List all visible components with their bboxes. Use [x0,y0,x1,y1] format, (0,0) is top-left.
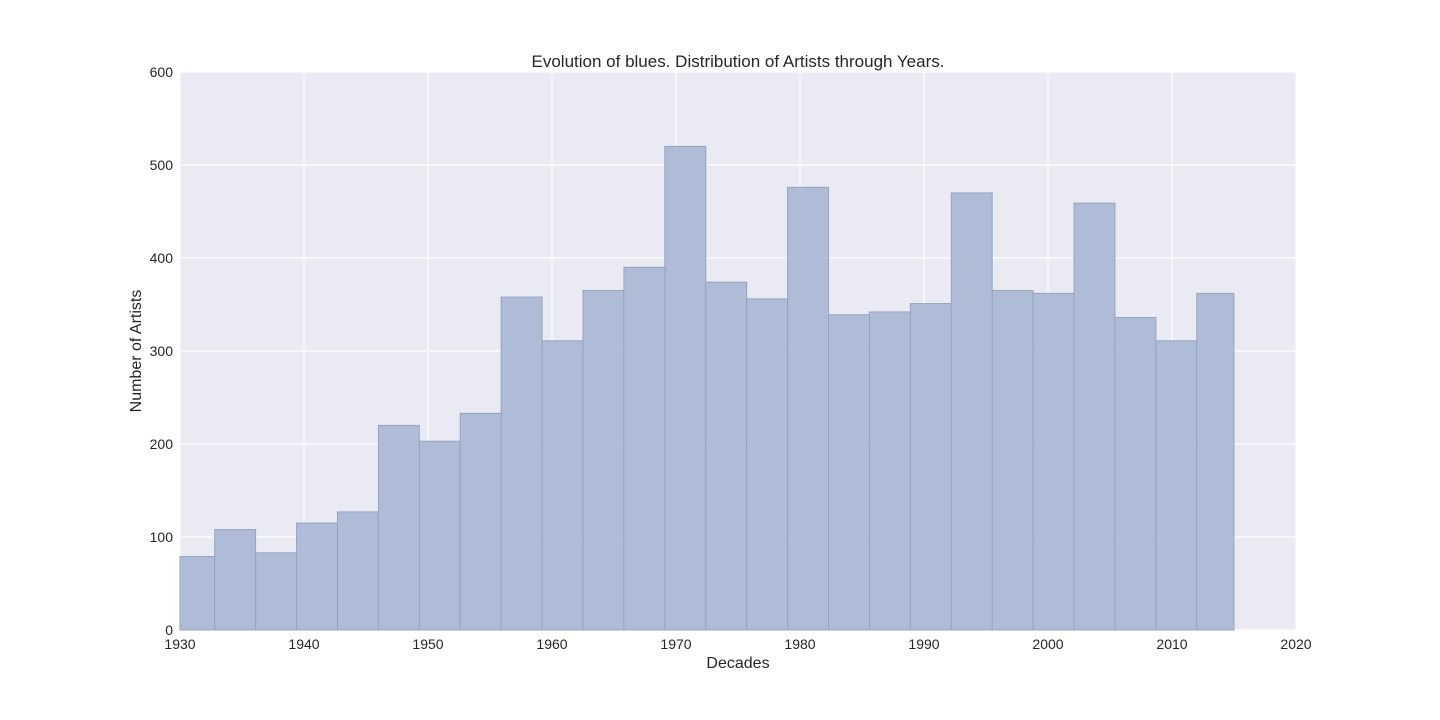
histogram-bar [255,552,298,631]
y-tick-label: 400 [150,250,174,266]
x-tick-label: 1940 [288,636,319,652]
x-tick-label: 2010 [1156,636,1187,652]
histogram-bar [746,298,789,631]
histogram-bar [179,556,216,631]
histogram-bar [909,303,952,631]
x-tick-labels: 1930 1940 1950 1960 1970 1980 1990 2000 2010 2020 [164,636,1311,652]
histogram-bar [296,522,338,631]
histogram-bar [1114,317,1157,631]
histogram-bar [787,186,830,631]
histogram-bar [1196,292,1235,631]
x-axis-label: Decades [706,655,769,672]
x-tick-label: 2020 [1280,636,1311,652]
histogram-bar [541,340,584,631]
x-tick-label: 2000 [1032,636,1063,652]
histogram-bar [991,290,1034,631]
x-tick-label: 1930 [164,636,195,652]
y-tick-label: 100 [150,529,174,545]
y-tick-label: 200 [150,436,174,452]
y-tick-label: 0 [165,622,173,638]
bars [179,145,1235,631]
x-tick-label: 1950 [412,636,443,652]
x-tick-label: 1980 [784,636,815,652]
x-tick-label: 1990 [908,636,939,652]
histogram-bar [500,296,543,631]
y-tick-labels: 0 100 200 300 400 500 600 [150,64,174,638]
y-tick-label: 300 [150,343,174,359]
histogram-bar [1073,202,1116,631]
histogram-bar [377,424,420,631]
histogram-bar [459,412,502,631]
histogram-bar [214,529,257,631]
y-axis-label: Number of Artists [128,290,145,413]
histogram-bar [950,192,993,631]
x-tick-label: 1970 [660,636,691,652]
histogram-bar [664,145,707,631]
y-tick-label: 600 [150,64,174,80]
histogram-bar [336,511,379,631]
histogram-bar [1032,292,1075,631]
histogram-bar [828,314,870,631]
y-tick-label: 500 [150,157,174,173]
x-tick-label: 1960 [536,636,567,652]
histogram-bar [1155,340,1198,631]
histogram-bar [418,440,461,631]
histogram-bar [582,290,625,631]
chart-title: Evolution of blues. Distribution of Arti… [532,52,945,71]
histogram-bar [705,281,748,631]
histogram-bar [623,266,666,631]
histogram-bar [868,311,911,631]
